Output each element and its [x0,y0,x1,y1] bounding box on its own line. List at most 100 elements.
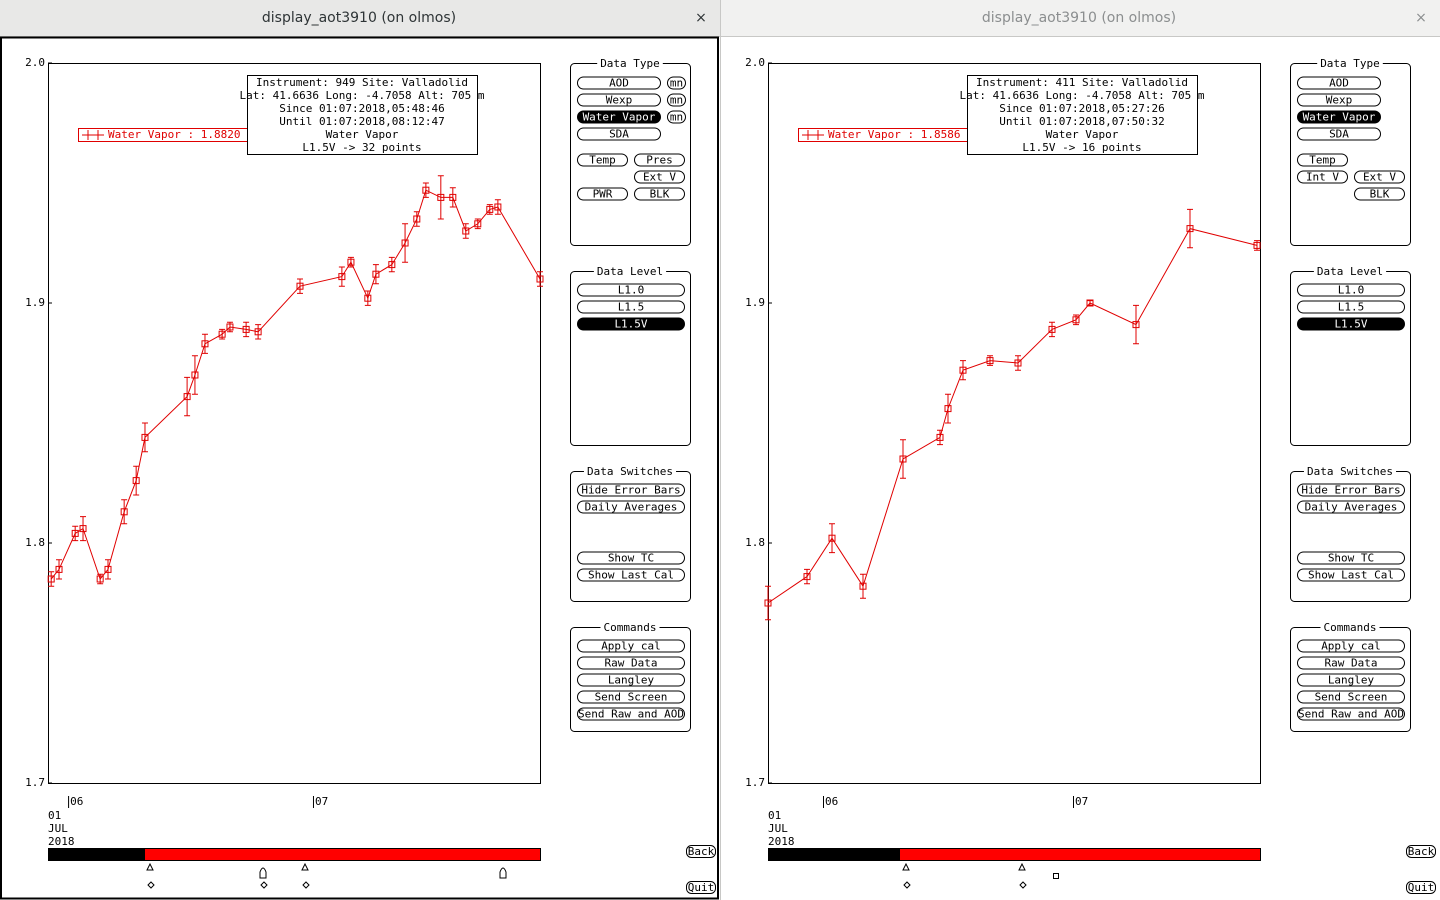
button-label[interactable]: Water Vapor [583,111,656,124]
button-label[interactable]: L1.0 [618,284,645,297]
button[interactable] [686,881,716,894]
button[interactable] [1297,127,1381,141]
button-label[interactable]: Apply cal [601,640,661,653]
button[interactable] [577,690,685,704]
button[interactable] [1297,170,1348,184]
button[interactable] [1297,656,1405,670]
button[interactable] [1297,673,1405,687]
data-point [859,582,867,590]
button-label[interactable]: Send Screen [1315,691,1388,704]
button-label[interactable]: SDA [1329,128,1349,141]
button[interactable] [577,317,685,331]
button[interactable] [577,76,661,90]
button-label[interactable]: Raw Data [1325,657,1378,670]
button[interactable] [577,568,685,582]
button[interactable] [577,300,685,314]
button[interactable] [577,153,628,167]
close-button[interactable]: × [1415,10,1427,26]
button-label[interactable]: AOD [609,77,629,90]
button[interactable] [634,187,685,201]
button[interactable] [1297,93,1381,107]
button-label[interactable]: Temp [1309,154,1336,167]
button-label[interactable]: PWR [593,188,613,201]
button-label[interactable]: Ext V [643,171,676,184]
button-label[interactable]: Langley [608,674,655,687]
button-label[interactable]: Show Last Cal [1308,569,1394,582]
button[interactable] [1297,690,1405,704]
button-label[interactable]: Wexp [606,94,633,107]
button[interactable] [1297,639,1405,653]
close-button[interactable]: × [695,10,707,26]
button[interactable] [577,93,661,107]
button[interactable] [577,483,685,497]
button[interactable] [1297,551,1405,565]
button[interactable] [1297,483,1405,497]
button-label[interactable]: Send Screen [595,691,668,704]
button-label[interactable]: Show TC [608,552,654,565]
button-label[interactable]: Daily Averages [1305,501,1398,514]
button-label[interactable]: L1.5 [1338,301,1365,314]
button-label[interactable]: Show TC [1328,552,1374,565]
button[interactable] [1297,500,1405,514]
button[interactable] [1297,110,1381,124]
button[interactable] [1297,300,1405,314]
button[interactable] [1354,187,1405,201]
button[interactable] [1297,707,1405,721]
button[interactable] [634,170,685,184]
button[interactable] [577,656,685,670]
button-label[interactable]: L1.5 [618,301,645,314]
button-label[interactable]: Quit [688,881,715,894]
button[interactable] [667,76,686,90]
button-label[interactable]: BLK [1370,188,1390,201]
button[interactable] [577,707,685,721]
button[interactable] [577,500,685,514]
button-label[interactable]: Water Vapor [1303,111,1376,124]
button[interactable] [1297,153,1348,167]
button-label[interactable]: L1.5V [1334,318,1367,331]
button-label[interactable]: Pres [646,154,673,167]
button-label[interactable]: Send Raw and AOD [578,708,684,721]
button[interactable] [1297,317,1405,331]
button[interactable] [577,283,685,297]
button-label[interactable]: L1.5V [614,318,647,331]
button-label[interactable]: Back [1408,845,1435,858]
button-label[interactable]: Daily Averages [585,501,678,514]
button[interactable] [686,845,716,858]
button-label[interactable]: Temp [589,154,616,167]
button-label[interactable]: Ext V [1363,171,1396,184]
button-label[interactable]: Int V [1306,171,1339,184]
button-label[interactable]: AOD [1329,77,1349,90]
button-label[interactable]: Apply cal [1321,640,1381,653]
button[interactable] [577,110,661,124]
date-label: 01 [768,809,781,822]
button-label[interactable]: mn [670,111,683,124]
button[interactable] [667,93,686,107]
button-label[interactable]: L1.0 [1338,284,1365,297]
button-label[interactable]: Langley [1328,674,1375,687]
button-label[interactable]: mn [670,77,683,90]
button-label[interactable]: Send Raw and AOD [1298,708,1404,721]
button-label[interactable]: SDA [609,128,629,141]
button[interactable] [1406,845,1436,858]
button-label[interactable]: Hide Error Bars [1301,484,1400,497]
button[interactable] [577,551,685,565]
button[interactable] [634,153,685,167]
button-label[interactable]: Back [688,845,715,858]
button-label[interactable]: BLK [650,188,670,201]
button[interactable] [577,187,628,201]
button[interactable] [1297,283,1405,297]
button[interactable] [577,127,661,141]
button-label[interactable]: Raw Data [605,657,658,670]
button-label[interactable]: Show Last Cal [588,569,674,582]
button[interactable] [1354,170,1405,184]
button[interactable] [1297,568,1405,582]
button[interactable] [577,639,685,653]
button-label[interactable]: Quit [1408,881,1435,894]
button-label[interactable]: Hide Error Bars [581,484,680,497]
button-label[interactable]: Wexp [1326,94,1353,107]
button[interactable] [1297,76,1381,90]
button[interactable] [1406,881,1436,894]
button-label[interactable]: mn [670,94,683,107]
button[interactable] [667,110,686,124]
button[interactable] [577,673,685,687]
